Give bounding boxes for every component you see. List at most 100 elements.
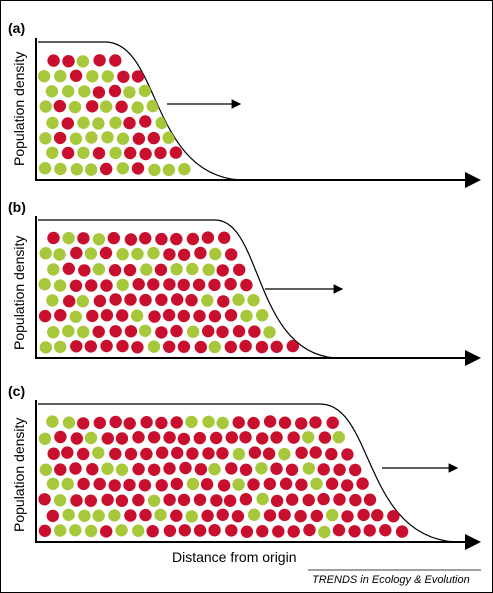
panel-b-red-dot	[186, 232, 200, 246]
panel-a-red-dot	[115, 100, 128, 113]
panel-c-red-dot	[225, 462, 238, 475]
panel-b-red-dot	[100, 309, 114, 322]
panel-c-red-dot	[194, 463, 208, 476]
panel-c-green-dot	[108, 509, 121, 522]
panel-c-red-dot	[333, 463, 346, 476]
panel-c-red-dot	[170, 416, 183, 429]
panel-c-red-dot	[216, 447, 229, 460]
panel-b-red-dot	[100, 339, 113, 353]
panel-a-red-dot	[47, 54, 60, 67]
panel-a-y-axis-label: Population density	[11, 52, 27, 166]
panel-c-density-curve	[38, 403, 456, 543]
footer-source: TRENDS in Ecology & Evolution	[312, 574, 470, 586]
panel-c-red-dot	[38, 524, 52, 537]
panel-b-green-dot	[69, 310, 83, 323]
panel-c-red-dot	[163, 524, 177, 537]
panel-c-green-dot	[39, 463, 52, 476]
panel-c-green-dot	[101, 462, 114, 475]
panel-c-red-dot	[247, 478, 260, 491]
panel-c-red-dot	[163, 462, 176, 475]
panel-a-green-dot	[155, 116, 168, 130]
panel-c-red-dot	[341, 448, 354, 461]
panel-c-green-dot	[332, 431, 345, 444]
panel-b-green-dot	[139, 324, 152, 337]
panel-c-red-dot	[179, 461, 192, 475]
panel-c-green-dot	[54, 524, 67, 537]
panel-a-red-dot	[139, 147, 152, 161]
panel-a-green-dot	[101, 131, 114, 144]
panel-a-green-dot	[45, 85, 59, 98]
panel-b-green-dot	[46, 294, 59, 307]
panel-a-green-dot	[148, 163, 161, 177]
panel-a-green-dot	[46, 146, 59, 159]
panel-c-red-dot	[231, 510, 245, 523]
panel-b-red-dot	[108, 264, 122, 277]
panel-b-green-dot	[54, 340, 67, 354]
panel-b-green-dot	[84, 247, 98, 260]
panel-c-red-dot	[216, 508, 229, 521]
panel-c-red-dot	[341, 510, 354, 523]
panel-a-green-dot	[162, 163, 176, 177]
panel-b-green-dot	[186, 262, 199, 276]
panel-c-red-dot	[177, 493, 191, 507]
panel-c-red-dot	[200, 478, 214, 491]
panel-b-red-dot	[132, 278, 145, 291]
panel-c-red-dot	[247, 416, 260, 430]
panel-a-green-dot	[68, 100, 82, 114]
panel-c-red-dot	[256, 432, 269, 445]
panel-c-red-dot	[262, 447, 276, 460]
panel-b-red-dot	[224, 340, 237, 354]
panel-a-green-dot	[109, 146, 122, 160]
panel-b-red-dot	[202, 324, 215, 338]
panel-c-green-dot	[61, 477, 74, 491]
panel-b-red-dot	[147, 278, 160, 291]
panel-b-red-dot	[155, 232, 168, 246]
panel-c-red-dot	[132, 493, 145, 507]
panel-a-green-dot	[78, 85, 91, 98]
panel-b-red-dot	[155, 326, 168, 339]
panel-c-green-dot	[92, 509, 105, 522]
panel-c-green-dot	[232, 478, 245, 491]
panel-c-red-dot	[295, 417, 308, 430]
panel-b-red-dot	[216, 264, 229, 277]
panel-b-red-dot	[185, 294, 198, 307]
panel-a-red-dot	[154, 146, 167, 160]
panel-c-red-dot	[239, 431, 252, 444]
panel-a-green-dot	[146, 99, 159, 113]
panel-c-green-dot	[208, 463, 221, 476]
panel-b-green-dot	[77, 325, 90, 339]
panel-b-green-dot	[247, 294, 260, 307]
panel-b-red-dot	[92, 325, 105, 338]
panel-c-red-dot	[77, 447, 90, 461]
panel-c-red-dot	[115, 494, 129, 507]
panel-c-green-dot	[84, 431, 98, 445]
panel-a-red-dot	[124, 146, 137, 160]
panel-c-green-dot	[53, 494, 67, 507]
panel-c-red-dot	[240, 525, 254, 538]
panel-c-red-dot	[239, 493, 253, 506]
panel-c-green-dot	[186, 477, 200, 491]
panel-b-red-dot	[54, 309, 67, 322]
panel-c-red-dot	[294, 509, 307, 523]
panel-c-red-dot	[279, 477, 293, 490]
panel-c-red-dot	[302, 493, 315, 507]
panel-c-red-dot	[77, 417, 90, 430]
panel-b-red-dot	[99, 246, 113, 260]
panel-c-red-dot	[139, 508, 152, 522]
panel-b-red-dot	[233, 263, 246, 276]
panel-b-red-dot	[62, 295, 76, 308]
panel-b-red-dot	[107, 231, 121, 245]
panel-b-green-dot	[201, 294, 214, 307]
panel-a-red-dot	[131, 70, 145, 83]
panel-c-green-dot	[46, 477, 60, 490]
panel-c-red-dot	[155, 479, 168, 492]
panel-c-red-dot	[295, 446, 308, 459]
panel-a-green-dot	[69, 132, 83, 145]
panel-c-red-dot	[349, 463, 362, 477]
panel-b-y-axis-label: Population density	[11, 236, 27, 350]
panel-b-green-dot	[256, 309, 269, 322]
panel-b-red-dot	[171, 293, 184, 306]
panel-c-red-dot	[193, 524, 207, 537]
panel-a-green-dot	[39, 100, 52, 113]
panel-a-green-dot	[70, 163, 84, 176]
